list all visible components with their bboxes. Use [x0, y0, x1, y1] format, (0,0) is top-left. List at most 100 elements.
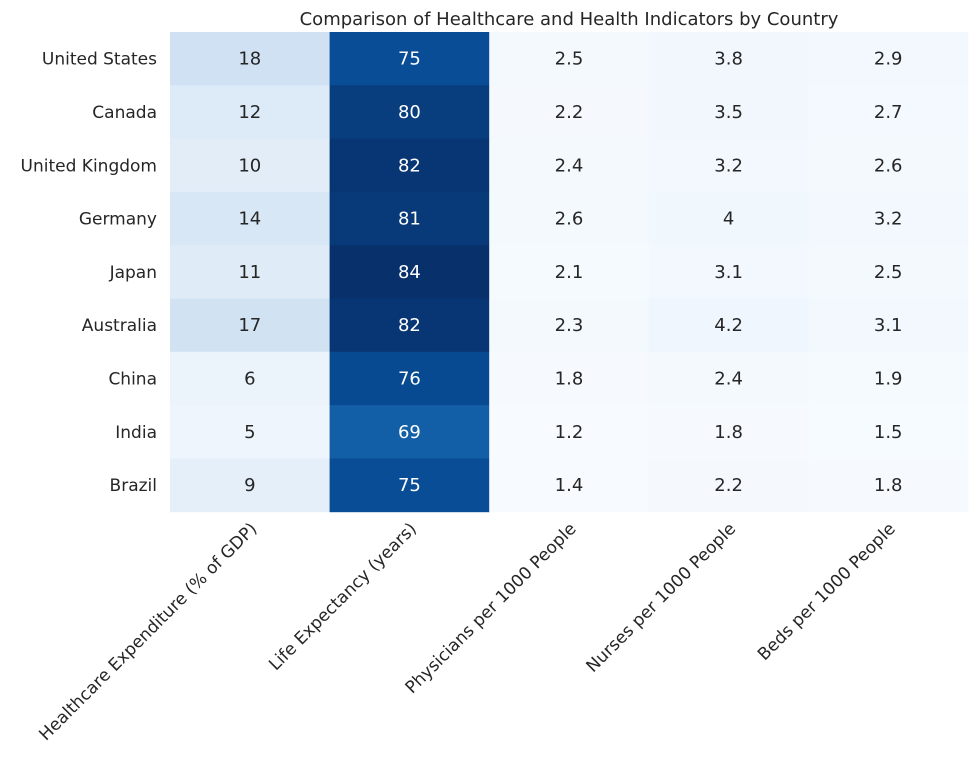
heatmap-cell — [170, 245, 331, 299]
column-label: Life Expectancy (years) — [265, 519, 421, 675]
cell-value-label: 81 — [398, 209, 421, 230]
heatmap-cell — [170, 32, 331, 86]
column-label: Healthcare Expenditure (% of GDP) — [35, 519, 261, 745]
heatmap-cell — [648, 298, 809, 353]
heatmap-cell — [808, 458, 969, 513]
cell-value-label: 2.2 — [555, 102, 584, 123]
cell-value-label: 4.2 — [714, 315, 743, 336]
heatmap-cell — [489, 405, 650, 459]
cell-value-label: 18 — [238, 49, 261, 70]
cell-value-label: 3.8 — [714, 49, 743, 70]
cell-value-label: 82 — [398, 155, 421, 176]
cell-value-label: 6 — [244, 368, 255, 389]
cell-value-label: 2.3 — [555, 315, 584, 336]
cell-value-label: 17 — [238, 315, 261, 336]
column-label: Nurses per 1000 People — [583, 519, 741, 677]
cell-value-label: 2.7 — [874, 102, 903, 123]
cell-value-label: 2.4 — [555, 155, 584, 176]
cell-value-label: 69 — [398, 422, 421, 443]
cell-value-label: 1.9 — [874, 368, 903, 389]
heatmap-cell — [170, 405, 331, 459]
heatmap-cell — [489, 138, 650, 193]
heatmap-cell — [489, 85, 650, 140]
heatmap-cell — [170, 191, 331, 246]
heatmap-cell — [329, 298, 490, 353]
cell-value-label: 5 — [244, 422, 255, 443]
heatmap-cell — [489, 298, 650, 353]
heatmap-cell — [170, 458, 331, 513]
cell-value-label: 3.5 — [714, 102, 743, 123]
heatmap-cell — [329, 85, 490, 140]
cell-value-label: 2.6 — [874, 155, 903, 176]
heatmap-cell — [648, 138, 809, 193]
row-label: Canada — [92, 103, 157, 123]
heatmap-cell — [648, 85, 809, 140]
cell-value-label: 80 — [398, 102, 421, 123]
cell-value-label: 84 — [398, 262, 421, 283]
heatmap-cell — [489, 191, 650, 246]
cell-value-label: 10 — [238, 155, 261, 176]
heatmap-cell — [808, 298, 969, 353]
heatmap-cell — [170, 138, 331, 193]
chart-title: Comparison of Healthcare and Health Indi… — [300, 9, 839, 30]
cell-value-label: 3.1 — [874, 315, 903, 336]
cell-value-label: 2.2 — [714, 475, 743, 496]
cell-value-label: 1.4 — [555, 475, 584, 496]
cell-value-label: 82 — [398, 315, 421, 336]
cell-value-label: 2.4 — [714, 368, 743, 389]
cell-value-label: 1.8 — [714, 422, 743, 443]
heatmap-cell — [648, 458, 809, 513]
heatmap-cell — [489, 351, 650, 406]
heatmap-cell — [329, 351, 490, 406]
row-label: China — [108, 369, 157, 389]
row-label: Brazil — [110, 476, 157, 496]
cell-value-label: 2.1 — [555, 262, 584, 283]
heatmap-cell — [648, 191, 809, 246]
heatmap-cell — [329, 32, 490, 86]
row-label: India — [115, 423, 157, 443]
cell-value-label: 2.5 — [555, 49, 584, 70]
cell-value-label: 9 — [244, 475, 255, 496]
cell-value-label: 1.2 — [555, 422, 584, 443]
heatmap-cell — [489, 458, 650, 513]
row-label: Germany — [79, 210, 157, 230]
column-labels: Healthcare Expenditure (% of GDP) Life Ex… — [35, 519, 899, 745]
heatmap-cell — [170, 85, 331, 140]
row-label: Japan — [109, 263, 157, 283]
column-label: Beds per 1000 People — [754, 519, 900, 665]
cell-value-label: 2.9 — [874, 49, 903, 70]
cell-value-label: 3.2 — [714, 155, 743, 176]
cell-value-label: 1.5 — [874, 422, 903, 443]
heatmap-cell — [808, 85, 969, 140]
heatmap-cell — [329, 191, 490, 246]
heatmap-cell — [808, 405, 969, 459]
cell-value-label: 3.1 — [714, 262, 743, 283]
heatmap-cell — [489, 245, 650, 299]
cell-value-label: 1.8 — [874, 475, 903, 496]
row-label: Australia — [82, 316, 157, 336]
heatmap-cell — [170, 298, 331, 353]
cell-value-label: 75 — [398, 49, 421, 70]
heatmap-cell — [329, 138, 490, 193]
cell-value-label: 14 — [238, 209, 261, 230]
cell-value-label: 1.8 — [555, 368, 584, 389]
cell-value-label: 11 — [238, 262, 261, 283]
heatmap-cell — [329, 245, 490, 299]
heatmap-cell — [329, 458, 490, 513]
heatmap-cell — [808, 32, 969, 86]
heatmap-cell — [489, 32, 650, 86]
heatmap-cell — [648, 32, 809, 86]
cell-value-label: 2.5 — [874, 262, 903, 283]
cell-value-label: 75 — [398, 475, 421, 496]
heatmap-cell — [170, 351, 331, 406]
heatmap-cell — [808, 191, 969, 246]
heatmap-cell — [648, 405, 809, 459]
row-label: United Kingdom — [21, 156, 157, 176]
heatmap-cells: 18 75 2.5 3.8 2.9 12 80 2.2 3.5 2.7 10 82 2.4 3.2 2.6 1… — [170, 32, 969, 513]
cell-value-label: 76 — [398, 368, 421, 389]
row-labels: United States Canada United Kingdom Germany… — [21, 50, 158, 496]
cell-value-label: 2.6 — [555, 209, 584, 230]
cell-value-label: 12 — [238, 102, 261, 123]
cell-value-label: 4 — [723, 209, 734, 230]
